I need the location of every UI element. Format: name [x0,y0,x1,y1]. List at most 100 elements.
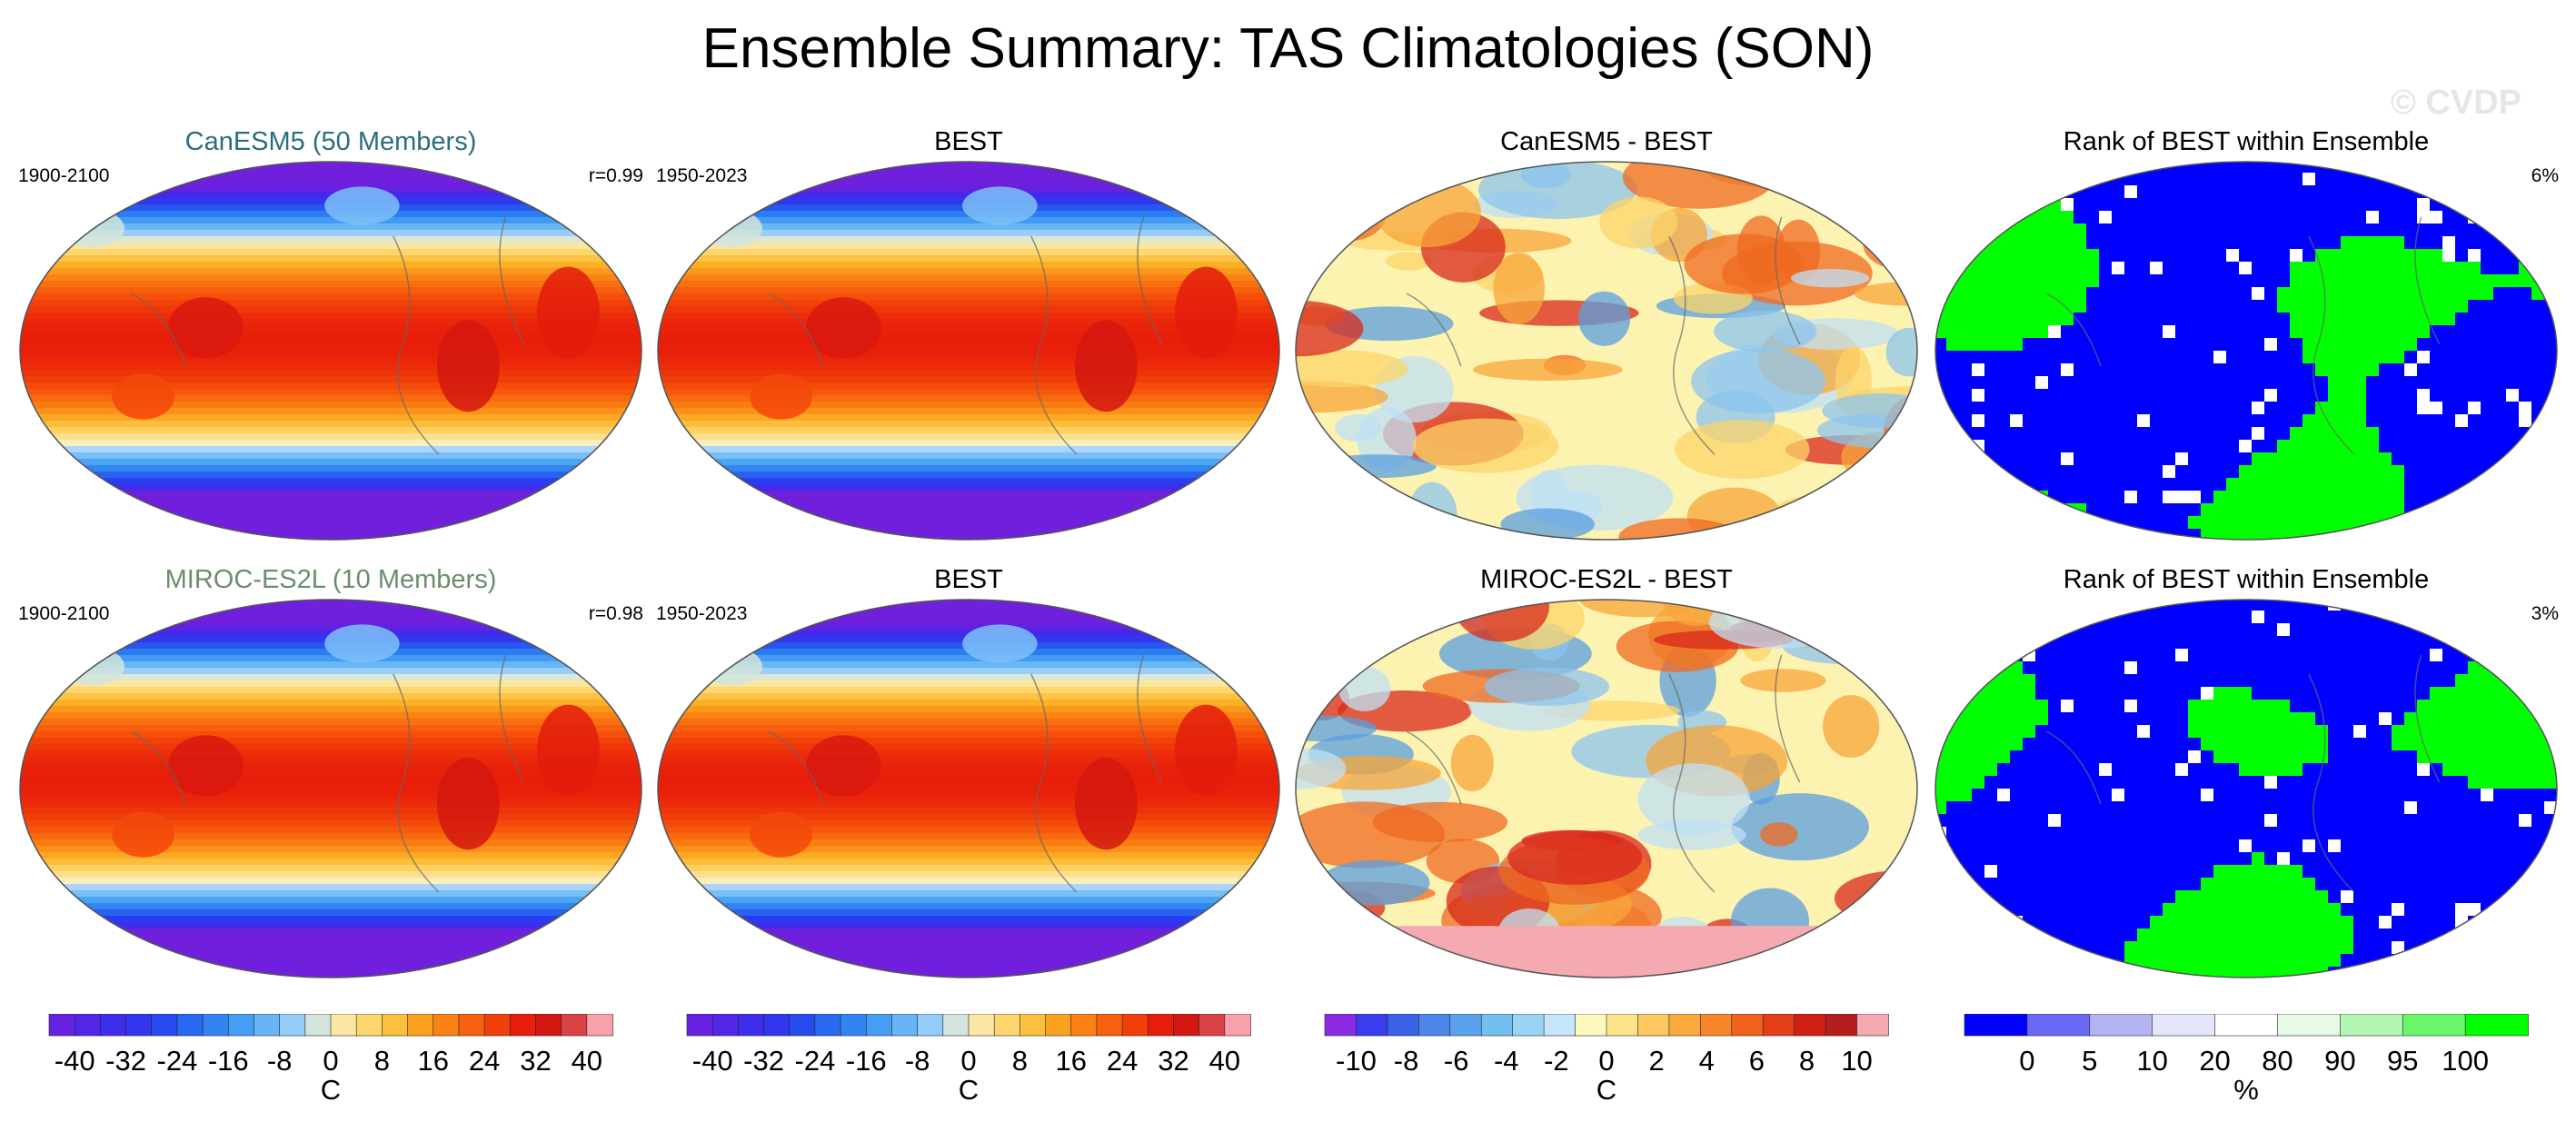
rank-cell [2392,351,2404,363]
rank-cell [2010,414,2023,427]
map-band [658,750,1279,758]
rank-cell [2188,516,2201,529]
colorbar-tick-label: 5 [2082,1045,2097,1077]
rank-cell [2468,903,2481,916]
rank-cell [2366,313,2379,325]
rank-cell [2430,750,2442,763]
colorbar-tick-label: 16 [417,1045,448,1077]
rank-cell [2302,954,2315,967]
rank-cell [2290,865,2302,878]
map-band [658,217,1279,224]
map-band [20,249,642,256]
rank-cell [2315,414,2328,427]
map-feature [1599,196,1678,249]
rank-cell [2137,928,2150,941]
rank-cell [1959,338,1972,351]
map-feature [112,373,174,420]
rank-cell [2557,636,2559,649]
panel-title: Rank of BEST within Ensemble [2063,127,2430,156]
colorbar-box [1147,1014,1175,1037]
rank-cell [2086,529,2099,540]
rank-cell [2264,928,2277,941]
rank-cell [2201,687,2213,700]
rank-cell [2353,376,2366,389]
rank-cell [2341,916,2353,928]
rank-cell [2188,890,2201,903]
rank-cell [1946,928,1959,941]
rank-cell [2404,363,2417,376]
colorbar-box [1700,1014,1733,1037]
rank-cell [2035,236,2048,249]
rank-cell [2315,941,2328,954]
rank-cell [2201,903,2213,916]
rank-cell [2468,262,2481,274]
rank-cell [2468,700,2481,712]
rank-cell [2341,363,2353,376]
map-band [658,776,1279,783]
map-feature [1778,493,1898,521]
rank-cell [1935,928,1946,941]
rank-cell [2290,725,2302,738]
rank-cell [1935,700,1946,712]
colorbar-box [2277,1014,2342,1037]
map-feature [1074,758,1138,850]
colorbar-box [865,1014,893,1037]
map-band [20,287,642,294]
map-band [658,973,1279,978]
rank-cell [2557,928,2559,941]
map-band [20,973,642,978]
rank-cell [2010,338,2023,351]
rank-cell [2379,351,2392,363]
rank-cell [2302,916,2315,928]
colorbar: 0 5 10 20 80 90 95 100% [1964,1014,2529,1106]
map-band [20,433,642,441]
rank-cell [2086,274,2099,287]
rank-cell [1972,262,1984,274]
rank-cell [2392,325,2404,338]
map-outline [1295,161,1918,541]
rank-cell [2392,300,2404,313]
rank-cell [2163,941,2175,954]
rank-cell [2175,452,2188,465]
rank-cell [2481,725,2493,738]
rank-cell [1972,313,1984,325]
rank-cell [1997,789,2010,801]
rank-cell [2328,491,2341,503]
rank-cell [1984,700,1997,712]
rank-cell [2519,738,2531,750]
rank-cell [1984,649,1997,661]
map-feature [1074,320,1138,412]
rank-cell [2328,903,2341,916]
rank-cell [2302,287,2315,300]
rank-cell [2061,249,2074,262]
rank-cell [2277,623,2290,636]
rank-cell [2430,262,2442,274]
rank-cell [1959,763,1972,776]
rank-cell [2493,649,2506,661]
colorbar-tick-label: 95 [2387,1045,2418,1077]
map-band [20,440,642,447]
rank-cell [2188,954,2201,967]
map-feature [962,624,1038,663]
map-band [658,262,1279,269]
rank-cell [1984,725,1997,738]
map-band [658,325,1279,333]
rank-cell [2315,452,2328,465]
map-feature [436,320,500,412]
map-band [658,661,1279,669]
map-band [658,166,1279,174]
rank-cell [2430,211,2442,223]
rank-cell [2061,274,2074,287]
colorbar-tick-label: 40 [1209,1045,1240,1077]
rank-cell [2531,954,2544,967]
rank-cell [2035,249,2048,262]
rank-cell [2481,700,2493,712]
map-band [658,808,1279,815]
rank-cell [2277,491,2290,503]
map-band [20,255,642,263]
rank-cell [2290,491,2302,503]
rank-cell [2048,249,2061,262]
rank-cell [2023,725,2035,738]
map-feature [806,297,881,359]
rank-cell [2201,954,2213,967]
